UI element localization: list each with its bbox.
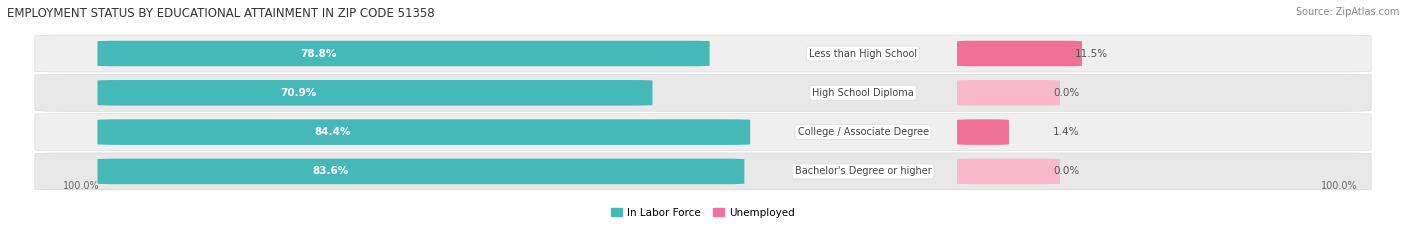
FancyBboxPatch shape [35,153,1371,190]
FancyBboxPatch shape [957,80,1060,106]
Text: 1.4%: 1.4% [1053,127,1080,137]
Text: 78.8%: 78.8% [299,48,336,58]
Text: 83.6%: 83.6% [312,166,349,176]
Text: Less than High School: Less than High School [808,48,917,58]
Text: High School Diploma: High School Diploma [813,88,914,98]
FancyBboxPatch shape [35,74,1371,111]
Text: 84.4%: 84.4% [314,127,350,137]
FancyBboxPatch shape [97,159,744,184]
Legend: In Labor Force, Unemployed: In Labor Force, Unemployed [607,203,799,222]
FancyBboxPatch shape [957,119,1010,145]
Text: Bachelor's Degree or higher: Bachelor's Degree or higher [794,166,931,176]
FancyBboxPatch shape [97,119,751,145]
FancyBboxPatch shape [35,114,1371,151]
Text: 100.0%: 100.0% [1320,181,1357,191]
Text: 0.0%: 0.0% [1053,166,1080,176]
Text: Source: ZipAtlas.com: Source: ZipAtlas.com [1295,7,1399,17]
FancyBboxPatch shape [97,41,710,66]
Text: 100.0%: 100.0% [63,181,100,191]
Text: College / Associate Degree: College / Associate Degree [797,127,928,137]
FancyBboxPatch shape [957,41,1083,66]
Text: 70.9%: 70.9% [280,88,316,98]
Text: 11.5%: 11.5% [1076,48,1108,58]
Text: 0.0%: 0.0% [1053,88,1080,98]
FancyBboxPatch shape [97,80,652,106]
Text: EMPLOYMENT STATUS BY EDUCATIONAL ATTAINMENT IN ZIP CODE 51358: EMPLOYMENT STATUS BY EDUCATIONAL ATTAINM… [7,7,434,20]
FancyBboxPatch shape [35,35,1371,72]
FancyBboxPatch shape [957,159,1060,184]
